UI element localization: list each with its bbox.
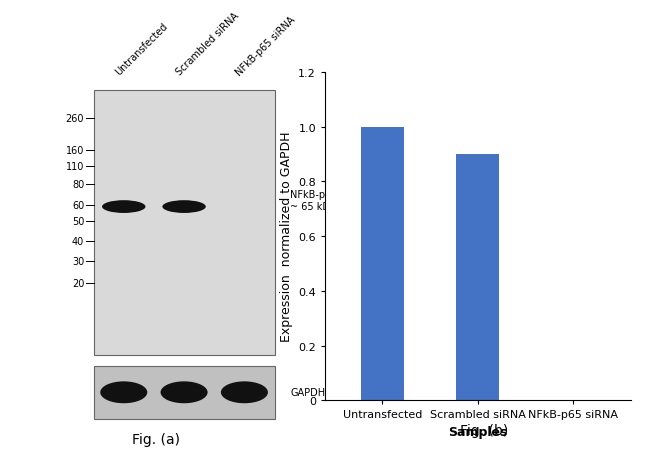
Ellipse shape xyxy=(102,201,146,213)
Text: 30: 30 xyxy=(72,256,84,266)
Ellipse shape xyxy=(161,381,207,403)
Text: 20: 20 xyxy=(72,278,84,288)
Text: 40: 40 xyxy=(72,237,84,247)
Ellipse shape xyxy=(100,381,148,403)
Text: GAPDH: GAPDH xyxy=(290,388,325,397)
Bar xyxy=(456,155,499,400)
Text: NFkB-p65 siRNA: NFkB-p65 siRNA xyxy=(234,14,298,77)
X-axis label: Samples: Samples xyxy=(448,425,508,438)
Text: 110: 110 xyxy=(66,161,84,171)
Text: 160: 160 xyxy=(66,146,84,155)
Text: 80: 80 xyxy=(72,180,84,190)
Text: Fig. (b): Fig. (b) xyxy=(460,423,508,437)
Text: 60: 60 xyxy=(72,201,84,211)
Text: NFkB-p65
~ 65 kDa: NFkB-p65 ~ 65 kDa xyxy=(290,190,337,211)
Bar xyxy=(94,91,274,355)
Y-axis label: Expression  normalized to GAPDH: Expression normalized to GAPDH xyxy=(280,131,292,342)
Text: 50: 50 xyxy=(72,217,84,227)
Bar xyxy=(94,366,274,419)
Bar xyxy=(361,127,404,400)
Text: Fig. (a): Fig. (a) xyxy=(132,432,180,446)
Ellipse shape xyxy=(162,201,206,213)
Text: 260: 260 xyxy=(66,114,84,124)
Text: Scrambled siRNA: Scrambled siRNA xyxy=(174,11,240,77)
Ellipse shape xyxy=(221,381,268,403)
Text: Untransfected: Untransfected xyxy=(114,21,170,77)
